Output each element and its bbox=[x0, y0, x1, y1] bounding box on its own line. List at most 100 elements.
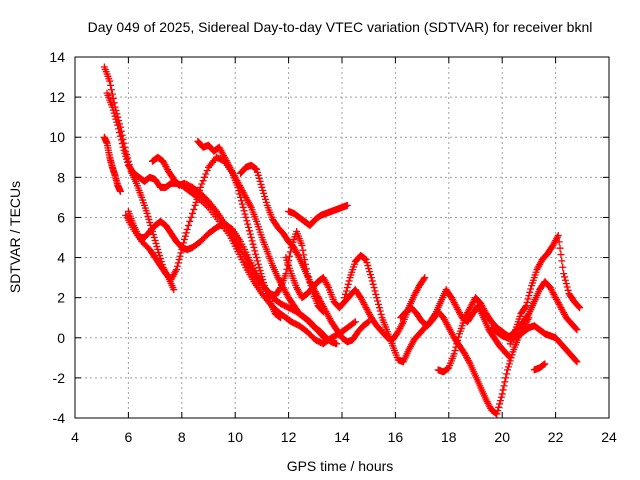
data-point bbox=[575, 303, 583, 311]
data-point bbox=[261, 192, 269, 200]
data-point bbox=[251, 247, 259, 255]
data-point bbox=[573, 358, 581, 366]
data-point bbox=[300, 251, 308, 259]
data-point bbox=[109, 106, 117, 114]
data-point bbox=[453, 340, 461, 348]
data-point bbox=[114, 121, 122, 129]
y-tick-label: -4 bbox=[53, 410, 66, 426]
data-point bbox=[241, 210, 249, 218]
data-point bbox=[253, 165, 261, 173]
data-point bbox=[192, 198, 200, 206]
data-point bbox=[493, 410, 501, 418]
data-point bbox=[199, 177, 207, 185]
data-point bbox=[196, 183, 204, 191]
data-point bbox=[523, 298, 531, 306]
data-point bbox=[560, 270, 568, 278]
y-tick-label: 10 bbox=[49, 129, 65, 145]
x-tick-label: 24 bbox=[601, 429, 617, 445]
data-point bbox=[237, 197, 245, 205]
data-point bbox=[559, 263, 567, 271]
data-point bbox=[144, 212, 152, 220]
data-point bbox=[257, 180, 265, 188]
data-point bbox=[245, 223, 253, 231]
data-point bbox=[370, 284, 378, 292]
y-tick-label: 6 bbox=[57, 209, 65, 225]
data-point bbox=[572, 325, 580, 333]
data-point bbox=[374, 297, 382, 305]
data-point bbox=[177, 249, 185, 257]
data-point bbox=[254, 171, 262, 179]
data-point bbox=[450, 350, 458, 358]
data-point bbox=[465, 358, 473, 366]
series-pass-10 bbox=[282, 254, 429, 344]
data-point bbox=[247, 234, 255, 241]
data-point bbox=[374, 300, 382, 308]
data-point bbox=[527, 285, 535, 293]
data-point bbox=[368, 277, 376, 285]
data-point bbox=[188, 209, 196, 217]
series-pass-8 bbox=[237, 161, 373, 346]
data-point bbox=[508, 351, 516, 359]
series-pass-15 bbox=[506, 231, 584, 348]
data-point bbox=[376, 307, 384, 315]
data-point bbox=[375, 304, 383, 312]
data-point bbox=[116, 129, 123, 137]
data-point bbox=[553, 233, 561, 241]
data-point bbox=[451, 346, 459, 354]
data-point bbox=[421, 274, 429, 282]
data-point bbox=[525, 292, 533, 300]
y-tick-label: 12 bbox=[49, 89, 65, 105]
data-point bbox=[259, 186, 267, 194]
data-point bbox=[150, 234, 158, 241]
y-tick-label: 14 bbox=[49, 49, 65, 65]
data-point bbox=[343, 284, 351, 292]
data-point bbox=[563, 283, 571, 291]
data-point bbox=[172, 266, 180, 274]
data-point bbox=[377, 310, 385, 318]
data-point bbox=[112, 115, 120, 123]
x-tick-label: 8 bbox=[178, 429, 186, 445]
y-tick-label: 0 bbox=[57, 330, 65, 346]
data-point bbox=[246, 202, 254, 210]
data-point bbox=[106, 77, 114, 85]
data-point bbox=[562, 280, 570, 288]
data-point bbox=[554, 231, 562, 239]
data-point bbox=[190, 205, 198, 213]
x-tick-label: 6 bbox=[125, 429, 133, 445]
data-point bbox=[366, 268, 374, 276]
data-point bbox=[507, 354, 515, 362]
data-point bbox=[243, 217, 251, 225]
x-tick-label: 10 bbox=[227, 429, 243, 445]
data-point bbox=[252, 165, 260, 173]
x-tick-label: 18 bbox=[441, 429, 457, 445]
data-point bbox=[176, 252, 184, 260]
data-point bbox=[372, 290, 380, 298]
data-point bbox=[452, 343, 460, 351]
data-point bbox=[255, 174, 263, 182]
data-point bbox=[248, 237, 256, 245]
data-point bbox=[253, 254, 261, 262]
data-point bbox=[115, 125, 123, 133]
data-point bbox=[191, 201, 199, 209]
data-point bbox=[198, 180, 206, 188]
data-point bbox=[175, 256, 183, 264]
data-point bbox=[116, 132, 124, 140]
x-tick-label: 4 bbox=[71, 429, 79, 445]
data-point bbox=[499, 386, 507, 394]
data-point bbox=[202, 170, 210, 178]
data-point bbox=[153, 243, 161, 251]
data-point bbox=[173, 262, 181, 270]
data-point bbox=[572, 357, 580, 365]
data-point bbox=[117, 136, 125, 144]
data-point bbox=[564, 286, 572, 294]
data-point bbox=[502, 374, 510, 382]
data-point bbox=[118, 140, 126, 148]
data-point bbox=[498, 390, 506, 398]
chart-title: Day 049 of 2025, Sidereal Day-to-day VTE… bbox=[88, 19, 593, 35]
data-point bbox=[154, 246, 162, 254]
data-point bbox=[367, 274, 375, 282]
data-point bbox=[504, 366, 512, 374]
x-tick-label: 12 bbox=[281, 429, 297, 445]
